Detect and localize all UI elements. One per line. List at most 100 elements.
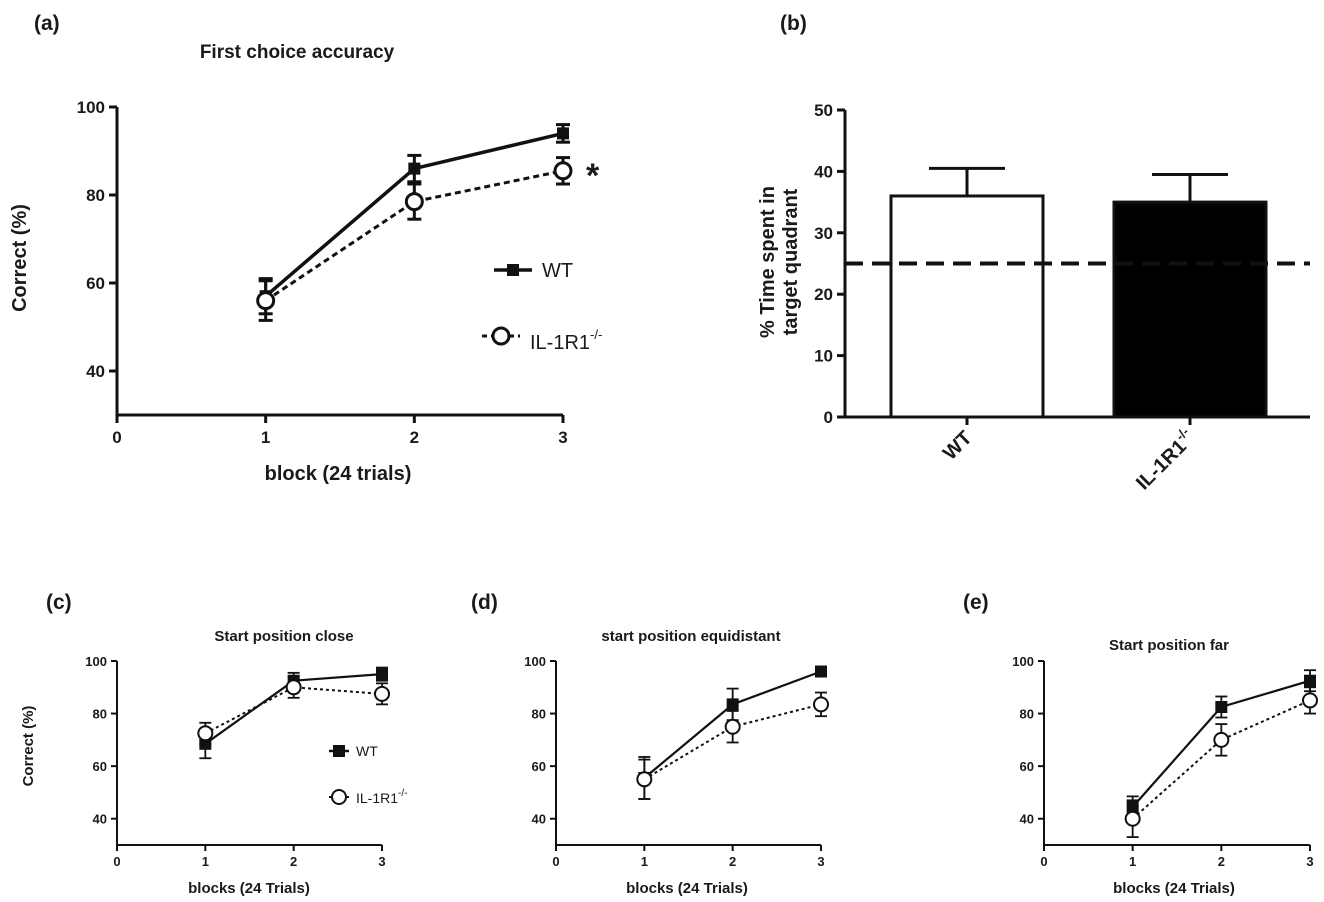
x-tick-label: 1	[202, 854, 209, 869]
series-wt-point	[1215, 701, 1228, 713]
y-tick-label: 100	[77, 98, 105, 117]
y-tick-label: 40	[532, 812, 546, 827]
x-tick-label: 3	[1306, 854, 1313, 869]
series-il1r1-point	[1213, 731, 1230, 748]
legend-il1r1-sup: -/-	[398, 788, 407, 799]
y-tick-label: 40	[86, 362, 105, 381]
panel-a: (a) First choice accuracy block (24 tria…	[9, 12, 602, 485]
series-wt-point	[557, 127, 569, 140]
x-tick-label: WT	[939, 427, 977, 465]
bar-il1r1	[1112, 200, 1268, 419]
legend-wt: WT	[494, 260, 573, 282]
panel-e-title: Start position far	[1109, 637, 1229, 654]
panel-e: (e) Start position far blocks (24 Trials…	[963, 591, 1318, 897]
x-tick-label-name: WT	[939, 427, 977, 465]
panel-a-title: First choice accuracy	[200, 42, 395, 63]
x-tick-label-name: IL-1R1	[1132, 436, 1191, 495]
series-wt-point	[408, 162, 421, 175]
panel-e-plot: 40 60 80 100 0 1 2 3	[1012, 654, 1318, 869]
legend-wt-label: WT	[356, 743, 378, 759]
y-tick-label: 60	[532, 759, 546, 774]
x-tick-label: IL-1R1-/-	[1129, 424, 1199, 494]
y-tick-label: 60	[93, 759, 107, 774]
y-tick-label: 40	[93, 812, 107, 827]
panel-a-y-axis-title: Correct (%)	[9, 204, 31, 312]
panel-d-x-axis-title: blocks (24 Trials)	[626, 880, 748, 897]
series-il1r1-point	[374, 685, 390, 702]
panel-a-label: (a)	[34, 12, 60, 35]
y-tick-label: 80	[1020, 707, 1034, 722]
series-wt-point	[376, 668, 388, 681]
x-tick-label: 1	[261, 428, 270, 447]
panel-b: (b) % Time spent in target quadrant 0 10 2…	[757, 12, 1310, 494]
panel-d-label: (d)	[471, 591, 498, 614]
legend-il1r1-name: IL-1R1	[530, 332, 590, 354]
legend-il1r1-name: IL-1R1	[356, 790, 398, 806]
series-wt-point	[726, 698, 739, 711]
series-il1r1-point	[1124, 810, 1141, 827]
panel-b-y-axis-title-line1: % Time spent in	[757, 186, 779, 338]
legend-wt-label: WT	[542, 260, 573, 282]
y-tick-label: 0	[824, 408, 833, 427]
legend-wt-marker	[507, 264, 519, 276]
series-il1r1-point	[813, 696, 829, 713]
panel-c-plot: 40 60 80 100 0 1 2 3	[85, 654, 390, 869]
y-tick-label: 80	[93, 707, 107, 722]
y-tick-label: 40	[814, 162, 833, 181]
x-tick-label: 3	[558, 428, 567, 447]
series-il1r1-line	[204, 686, 383, 735]
x-tick-label: 2	[729, 854, 736, 869]
x-tick-label: 2	[1218, 854, 1225, 869]
panel-b-label: (b)	[780, 12, 807, 35]
panel-d-title: start position equidistant	[601, 628, 780, 645]
panel-c: (c) Start position close blocks (24 Tria…	[20, 591, 407, 897]
series-il1r1-point	[197, 725, 214, 742]
legend-wt-marker	[333, 745, 345, 757]
panel-b-y-axis-title-line2: target quadrant	[780, 188, 802, 335]
panel-c-title: Start position close	[214, 628, 353, 645]
legend-il1r1: IL-1R1-/-	[482, 326, 602, 354]
y-tick-label: 100	[85, 654, 107, 669]
series-il1r1-point	[404, 192, 424, 212]
panel-e-label: (e)	[963, 591, 989, 614]
y-tick-label: 100	[524, 654, 546, 669]
significance-asterisk: *	[586, 157, 600, 195]
x-tick-label: 3	[378, 854, 385, 869]
legend-il1r1: IL-1R1-/-	[329, 788, 407, 806]
panel-a-x-axis-title: block (24 trials)	[265, 463, 412, 485]
series-il1r1-point	[256, 291, 276, 311]
panel-b-plot: 0 10 20 30 40 50 WT IL-1R1-/-	[814, 101, 1310, 494]
legend-il1r1-label: IL-1R1-/-	[530, 327, 602, 354]
y-tick-label: 50	[814, 101, 833, 120]
x-tick-label: 2	[410, 428, 419, 447]
x-tick-label: 3	[817, 854, 824, 869]
legend-il1r1-marker	[491, 326, 511, 346]
bar-wt	[889, 194, 1045, 419]
series-il1r1-point	[553, 161, 573, 181]
x-tick-label: 0	[112, 428, 121, 447]
legend-il1r1-label: IL-1R1-/-	[356, 788, 407, 806]
y-tick-label: 80	[532, 707, 546, 722]
y-tick-label: 40	[1020, 812, 1034, 827]
legend-il1r1-marker	[331, 789, 347, 805]
panel-c-x-axis-title: blocks (24 Trials)	[188, 880, 310, 897]
series-wt-point	[815, 665, 827, 678]
panel-c-legend: WT IL-1R1-/-	[329, 743, 407, 806]
y-tick-label: 60	[86, 274, 105, 293]
series-il1r1-point	[285, 679, 302, 696]
series-wt-point	[1304, 674, 1316, 687]
legend-il1r1-sup: -/-	[590, 327, 602, 342]
y-tick-label: 80	[86, 186, 105, 205]
y-tick-label: 60	[1020, 759, 1034, 774]
series-il1r1-point	[1302, 692, 1318, 709]
x-tick-label: 2	[290, 854, 297, 869]
panel-a-legend: WT IL-1R1-/-	[482, 260, 602, 354]
y-tick-label: 100	[1012, 654, 1034, 669]
panel-c-label: (c)	[46, 591, 72, 614]
x-tick-label: 1	[641, 854, 648, 869]
x-tick-label: 0	[552, 854, 559, 869]
panel-a-plot: 40 60 80 100 0 1 2 3	[77, 98, 573, 447]
panel-e-x-axis-title: blocks (24 Trials)	[1113, 880, 1235, 897]
x-tick-label: 1	[1129, 854, 1136, 869]
